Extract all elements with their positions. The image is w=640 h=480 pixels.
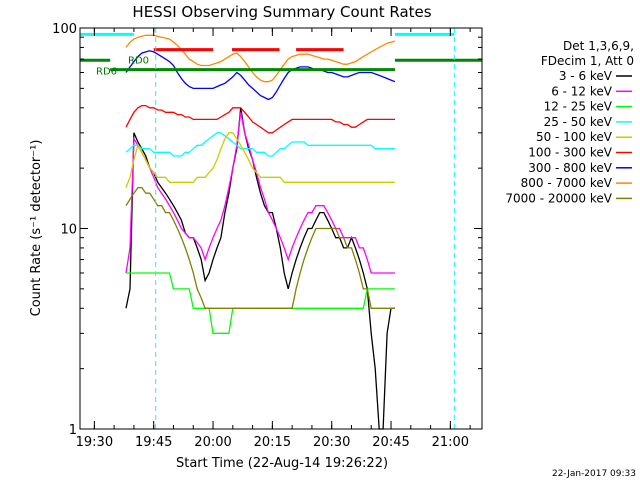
legend-entry: 800 - 7000 keV (521, 176, 613, 190)
x-tick-label: 20:30 (313, 435, 350, 450)
x-tick-label: 19:30 (76, 435, 113, 450)
series-line-50-100-kev (125, 132, 395, 188)
x-tick-label: 21:00 (432, 435, 469, 450)
series-line-300-800-kev (125, 50, 396, 101)
plot-frame (79, 27, 483, 430)
series-line-12-25-kev (126, 272, 395, 334)
series-line-25-50-kev (125, 132, 395, 157)
legend-entry: 300 - 800 keV (528, 161, 612, 175)
x-axis-label: Start Time (22-Aug-14 19:26:22) (176, 456, 388, 471)
y-tick-label: 1 (69, 423, 77, 438)
series-layer (125, 34, 396, 430)
x-tick-label: 20:15 (254, 435, 291, 450)
footer-timestamp: 22-Jan-2017 09:33 (552, 469, 636, 479)
axis-layer: 19:30 19:45 20:00 20:15 20:30 20:45 21:00 1 10 10… (52, 22, 482, 450)
legend-header: FDecim 1, Att 0 (541, 54, 634, 68)
annotation-label: RD6 (96, 67, 117, 78)
series-line-7000-20000-kev (125, 186, 395, 309)
y-axis-label: Count Rate (s⁻¹ detector⁻¹) (29, 140, 44, 317)
x-tick-label: 20:00 (194, 435, 231, 450)
series-line-3-6-kev (125, 107, 395, 430)
legend-entry: 3 - 6 keV (559, 69, 613, 83)
series-line-6-12-kev (125, 112, 395, 274)
legend-entry: 100 - 300 keV (528, 146, 612, 160)
legend-entry: 6 - 12 keV (551, 84, 613, 98)
legend-entry: 12 - 25 keV (544, 100, 613, 114)
legend-entry: 50 - 100 keV (536, 130, 613, 144)
legend-entry: 25 - 50 keV (544, 115, 613, 129)
y-tick-label: 10 (60, 223, 77, 238)
series-line-100-300-kev (125, 104, 395, 134)
x-tick-label: 20:45 (372, 435, 409, 450)
legend-header: Det 1,3,6,9, (563, 39, 634, 53)
y-tick-label: 100 (52, 22, 77, 37)
legend-entry: 7000 - 20000 keV (505, 191, 612, 205)
series-line-800-7000-kev (125, 34, 396, 83)
chart-title: HESSI Observing Summary Count Rates (132, 3, 431, 21)
overlay-layer: RD6 RD0 (80, 28, 482, 429)
x-tick-label: 19:45 (135, 435, 172, 450)
annotation-label: RD0 (128, 55, 149, 66)
